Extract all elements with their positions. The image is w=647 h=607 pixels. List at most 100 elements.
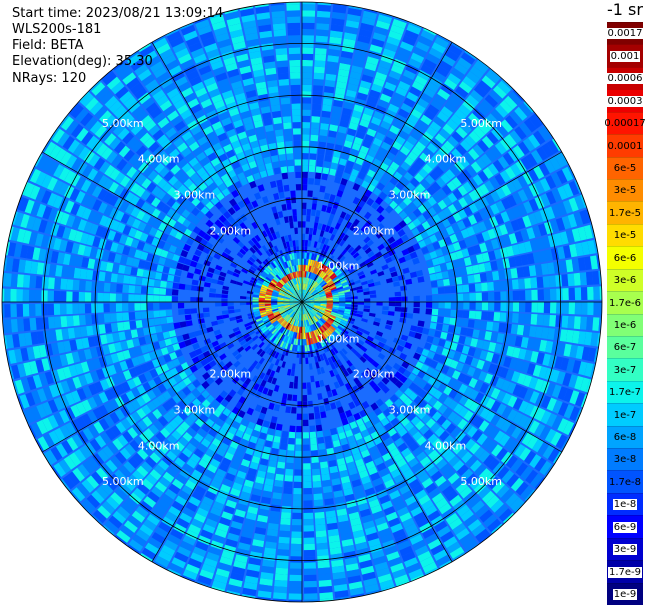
range-gate	[117, 109, 131, 123]
range-gate	[452, 415, 463, 426]
range-gate	[231, 420, 240, 430]
range-gate	[443, 278, 450, 286]
range-gate	[291, 519, 302, 526]
range-gate	[377, 426, 387, 436]
range-gate	[290, 543, 302, 551]
range-gate	[511, 426, 523, 439]
range-gate	[325, 309, 332, 313]
range-gate	[242, 245, 249, 253]
range-gate	[135, 145, 148, 157]
range-gate	[273, 277, 279, 283]
range-gate	[326, 219, 333, 227]
range-gate	[289, 303, 296, 306]
range-gate	[47, 414, 59, 429]
range-gate	[331, 290, 338, 294]
range-gate	[448, 400, 459, 411]
range-gate	[326, 320, 333, 326]
range-gate	[255, 5, 270, 14]
range-gate	[320, 304, 327, 307]
range-gate	[252, 488, 262, 497]
range-gate	[282, 262, 287, 269]
range-gate	[317, 277, 323, 284]
range-gate	[81, 131, 94, 146]
range-gate	[307, 298, 314, 301]
range-gate	[159, 288, 167, 295]
range-gate	[469, 477, 482, 490]
range-gate	[427, 376, 437, 386]
range-gate	[326, 516, 337, 524]
range-gate	[337, 379, 345, 387]
range-gate	[528, 420, 540, 434]
range-gate	[394, 380, 404, 389]
range-gate	[290, 272, 295, 279]
range-gate	[166, 87, 180, 99]
range-gate	[243, 280, 250, 285]
range-gate	[3, 257, 8, 271]
range-gate	[197, 403, 207, 413]
range-gate	[571, 228, 581, 242]
range-gate	[248, 239, 255, 247]
range-gate	[70, 202, 81, 216]
range-gate	[257, 322, 265, 327]
range-gate	[388, 517, 401, 528]
range-gate	[78, 303, 86, 314]
range-gate	[232, 236, 241, 244]
range-gate	[475, 505, 489, 518]
range-gate	[510, 219, 520, 232]
range-gate	[174, 120, 186, 132]
range-gate	[290, 259, 294, 266]
range-gate	[461, 318, 469, 327]
range-gate	[500, 451, 513, 465]
range-gate	[75, 255, 84, 267]
range-gate	[483, 514, 498, 528]
range-gate	[519, 302, 526, 313]
range-gate	[467, 274, 475, 284]
range-gate	[149, 368, 159, 379]
range-gate	[293, 285, 297, 291]
range-gate	[87, 336, 96, 348]
range-gate	[273, 384, 280, 392]
range-gate	[202, 496, 214, 507]
range-gate	[555, 217, 566, 231]
range-gate	[16, 304, 24, 317]
range-gate	[487, 476, 501, 490]
range-gate	[302, 177, 308, 185]
range-gate	[394, 205, 403, 215]
range-gate	[512, 347, 521, 359]
range-gate	[321, 273, 327, 279]
range-gate	[283, 487, 293, 495]
range-gate	[399, 484, 411, 495]
range-gate	[432, 294, 439, 301]
range-gate	[161, 155, 173, 166]
range-gate	[479, 382, 490, 394]
range-gate	[481, 437, 493, 450]
range-gate	[267, 376, 274, 384]
range-gate	[444, 294, 451, 301]
range-gate	[340, 279, 348, 284]
range-gate	[339, 211, 347, 219]
range-gate	[70, 491, 81, 503]
range-gate	[474, 380, 484, 391]
range-gate	[351, 523, 363, 533]
range-gate	[281, 204, 287, 211]
range-gate	[151, 532, 166, 544]
range-gate	[306, 209, 312, 216]
range-gate	[119, 447, 132, 460]
range-gate	[304, 314, 307, 321]
range-gate	[568, 180, 580, 196]
range-gate	[56, 225, 66, 238]
range-gate	[109, 412, 120, 424]
range-gate	[568, 374, 578, 389]
range-gate	[277, 302, 284, 304]
range-gate	[313, 307, 319, 311]
range-gate	[210, 458, 221, 468]
range-gate	[140, 553, 153, 562]
range-gate	[342, 234, 349, 242]
range-gate	[523, 388, 534, 402]
range-gate	[303, 500, 313, 507]
range-gate	[128, 367, 138, 378]
range-gate	[410, 52, 425, 64]
range-gate	[324, 322, 330, 329]
range-gate	[300, 302, 302, 309]
range-gate	[277, 281, 284, 287]
